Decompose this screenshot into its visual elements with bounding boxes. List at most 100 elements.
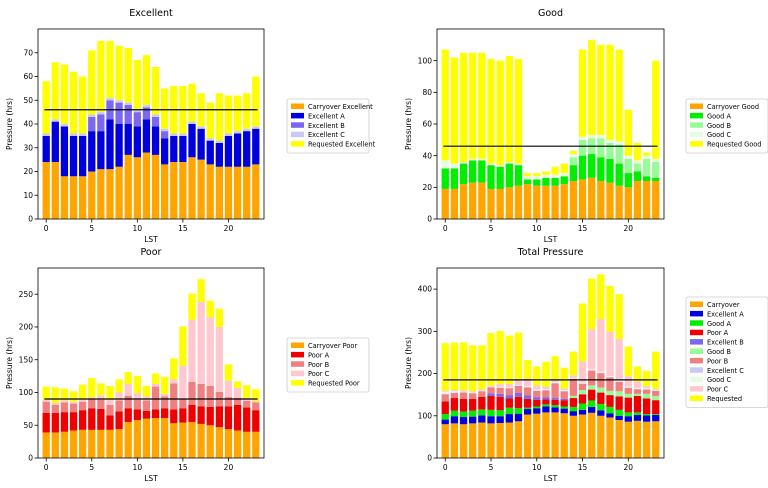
bar-4-18 [206, 102, 214, 139]
bar-0-4 [478, 182, 486, 219]
bar-3-22 [642, 155, 651, 159]
bar-9-2 [459, 390, 468, 392]
bar-2-19 [615, 144, 623, 164]
bar-3-21 [233, 387, 242, 398]
bar-2-18 [606, 406, 614, 414]
bar-2-5 [487, 409, 495, 417]
bar-0-5 [487, 188, 495, 219]
bar-3-19 [615, 396, 623, 410]
bar-4-1 [51, 387, 59, 403]
bar-0-6 [496, 188, 504, 219]
bar-2-19 [615, 409, 623, 416]
bar-0-5 [487, 423, 495, 458]
bar-9-0 [441, 390, 449, 392]
bar-3-22 [243, 128, 251, 132]
bar-0-17 [597, 415, 605, 458]
bar-8-19 [615, 380, 623, 382]
bar-0-19 [215, 166, 223, 219]
bar-3-20 [224, 380, 233, 398]
bar-1-4 [478, 415, 486, 423]
bar-0-20 [224, 166, 233, 219]
bar-2-14 [569, 157, 578, 166]
bar-8-0 [441, 391, 449, 394]
bar-9-7 [505, 384, 513, 388]
legend-swatch [690, 339, 703, 345]
bar-1-10 [133, 126, 141, 158]
bar-1-15 [179, 408, 187, 423]
bar-9-5 [487, 385, 495, 387]
bar-6-9 [523, 387, 532, 396]
bar-2-13 [161, 131, 169, 139]
bar-0-4 [478, 422, 486, 458]
bar-9-21 [633, 381, 642, 388]
bar-6-10 [533, 390, 541, 398]
bar-0-15 [578, 179, 587, 219]
bar-0-13 [161, 164, 169, 220]
bar-8-16 [588, 369, 596, 371]
legend-swatch [291, 122, 304, 128]
legend-swatch [291, 103, 304, 109]
bar-0-1 [450, 188, 459, 219]
bar-8-18 [606, 376, 614, 377]
plot-frame [37, 267, 265, 459]
bar-8-21 [633, 387, 642, 389]
x-tick-label: 20 [224, 224, 234, 233]
bar-1-19 [615, 415, 623, 420]
bar-3-23 [252, 401, 260, 403]
bar-6-6 [496, 387, 504, 394]
y-tick-label: 0 [28, 454, 33, 463]
bar-1-6 [97, 408, 105, 430]
bar-2-13 [161, 396, 169, 409]
bar-1-5 [88, 408, 96, 430]
bar-2-15 [578, 403, 587, 410]
bar-3-12 [151, 383, 160, 387]
bar-4-5 [487, 59, 495, 164]
bar-8-14 [569, 377, 578, 379]
bar-2-21 [233, 397, 242, 405]
bar-3-21 [633, 395, 642, 413]
bar-2-8 [115, 400, 123, 412]
chart-3: 0 100 200 300 400 0 5 10 15 20 Total Pressure LST Pr… [404, 247, 768, 483]
bar-1-9 [523, 179, 532, 185]
bar-10-7 [505, 335, 513, 385]
bar-2-5 [88, 116, 96, 132]
bar-3-5 [88, 114, 96, 117]
legend-label: Requested Poor [308, 380, 360, 388]
bar-1-7 [106, 415, 114, 430]
bar-3-19 [215, 326, 223, 392]
bar-10-23 [652, 351, 660, 389]
bar-10-0 [441, 343, 449, 391]
bar-1-14 [170, 409, 178, 424]
legend-label: Requested Excellent [308, 141, 376, 149]
x-tick-label: 15 [178, 224, 188, 233]
bar-1-16 [188, 404, 196, 422]
bar-1-19 [215, 143, 223, 167]
bar-3-1 [51, 402, 59, 405]
bar-3-1 [450, 398, 459, 411]
bar-0-16 [188, 157, 196, 219]
bar-6-14 [569, 379, 578, 396]
bar-3-13 [560, 173, 568, 177]
bar-4-11 [142, 55, 151, 106]
bar-1-17 [197, 406, 205, 424]
bar-2-8 [514, 408, 523, 414]
bar-4-5 [88, 378, 96, 398]
bar-6-15 [578, 383, 587, 391]
bar-3-3 [469, 158, 477, 161]
bar-0-10 [533, 413, 541, 458]
bar-0-18 [606, 417, 614, 458]
bar-4-11 [542, 397, 550, 400]
bar-0-3 [69, 176, 78, 219]
bar-9-9 [523, 378, 532, 387]
bar-0-11 [542, 185, 550, 219]
bar-3-13 [560, 400, 568, 407]
bar-2-15 [578, 139, 587, 156]
bar-3-12 [551, 174, 559, 178]
bar-0-14 [170, 162, 178, 219]
bar-2-8 [115, 102, 123, 124]
bar-8-23 [652, 389, 660, 391]
bar-2-9 [124, 395, 132, 409]
bar-1-13 [161, 138, 169, 165]
bar-5-19 [615, 391, 623, 397]
bar-8-11 [542, 389, 550, 391]
